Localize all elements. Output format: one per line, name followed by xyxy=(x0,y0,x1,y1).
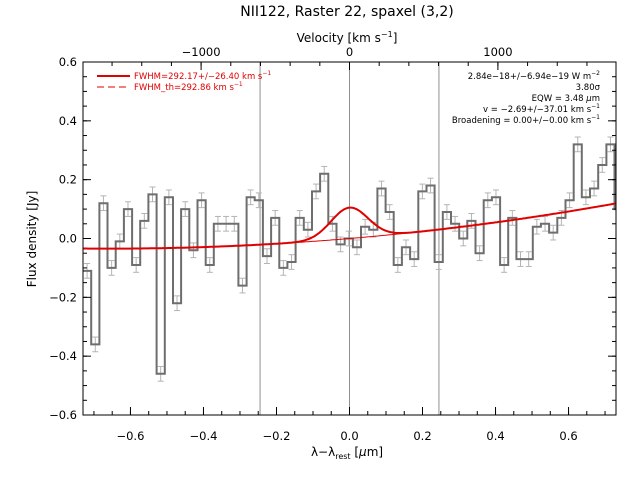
y-tick-label: 0.2 xyxy=(59,173,77,187)
x-axis-label-sub: rest xyxy=(335,452,350,461)
plot-clipped xyxy=(83,62,616,415)
legend-label-fwhm: FWHM=292.17+/−26.40 km s−1 xyxy=(134,70,271,82)
x-axis-label-unit-pre: [ xyxy=(351,445,360,459)
y-tick-label: −0.6 xyxy=(49,408,77,422)
y-tick-label: −0.4 xyxy=(49,349,77,363)
annotation-flux: 2.84e−18+/−6.94e−19 W m−2 xyxy=(468,70,600,82)
legend: FWHM=292.17+/−26.40 km s−1 FWHM_th=292.8… xyxy=(97,70,271,93)
fit-annotations: 2.84e−18+/−6.94e−19 W m−2 3.80σ EQW = 3.… xyxy=(452,70,601,126)
annotation-sigma: 3.80σ xyxy=(576,83,601,93)
annotation-eqw: EQW = 3.48 μm xyxy=(532,94,600,104)
annotation-eqw-mu: μ xyxy=(585,94,592,104)
x-axis-label-main: λ−λ xyxy=(311,445,335,459)
x-tick-label: 0.0 xyxy=(340,429,358,443)
x-axis-label-unit-mu: μ xyxy=(358,445,367,459)
annotation-flux-exp: −2 xyxy=(591,70,600,77)
x-axis-label: λ−λrest [μm] xyxy=(311,445,383,461)
plot-area xyxy=(83,62,616,415)
annotation-velocity: v = −2.69+/−37.01 km s−1 xyxy=(483,103,600,115)
top-x-axis-label: Velocity [km s−1] xyxy=(297,30,398,45)
top-x-axis-label-main: Velocity [km s xyxy=(297,31,381,45)
y-axis-label: Flux density [Jy] xyxy=(25,191,39,288)
annotation-flux-main: 2.84e−18+/−6.94e−19 W m xyxy=(468,72,591,82)
legend-label-fwhm-th-exp: −1 xyxy=(234,81,243,88)
annotation-velocity-main: v = −2.69+/−37.01 km s xyxy=(483,105,592,115)
x-tick-label: −0.4 xyxy=(190,429,218,443)
y-tick-label: −0.2 xyxy=(49,290,77,304)
annotation-broadening: Broadening = 0.00+/−0.00 km s−1 xyxy=(452,114,600,126)
top-tick-label: 1000 xyxy=(483,45,512,59)
legend-label-fwhm-th: FWHM_th=292.86 km s−1 xyxy=(134,81,243,93)
chart-title: NII122, Raster 22, spaxel (3,2) xyxy=(240,4,453,20)
top-tick-label: 0 xyxy=(346,45,353,59)
annotation-eqw-post: m xyxy=(592,94,600,104)
annotation-velocity-exp: −1 xyxy=(591,103,600,110)
y-tick-label: 0.0 xyxy=(59,232,77,246)
x-tick-label: 0.6 xyxy=(559,429,577,443)
axes: −0.6 −0.4 −0.2 0.0 0.2 0.4 0.6 −0.6 −0.4 −0.2 0.0 0… xyxy=(49,45,617,443)
y-tick-label: 0.4 xyxy=(59,114,77,128)
x-axis-label-unit-post: m] xyxy=(367,445,383,459)
top-tick-label: −1000 xyxy=(182,45,221,59)
annotation-eqw-pre: EQW = 3.48 xyxy=(532,94,587,104)
y-tick-label: 0.6 xyxy=(59,55,77,69)
annotation-broadening-main: Broadening = 0.00+/−0.00 km s xyxy=(452,116,592,126)
legend-label-fwhm-exp: −1 xyxy=(262,70,271,77)
x-tick-label: 0.2 xyxy=(413,429,431,443)
spectrum-step-line xyxy=(83,143,616,375)
x-tick-label: 0.4 xyxy=(486,429,504,443)
fit-theoretical-line xyxy=(83,202,616,250)
annotation-broadening-exp: −1 xyxy=(591,114,600,121)
x-tick-label: −0.6 xyxy=(116,429,144,443)
legend-label-fwhm-main: FWHM=292.17+/−26.40 km s xyxy=(134,72,263,82)
top-x-axis-label-exp: −1 xyxy=(381,30,393,39)
x-tick-label: −0.2 xyxy=(263,429,291,443)
legend-label-fwhm-th-main: FWHM_th=292.86 km s xyxy=(134,83,234,93)
top-x-axis-label-end: ] xyxy=(393,31,398,45)
